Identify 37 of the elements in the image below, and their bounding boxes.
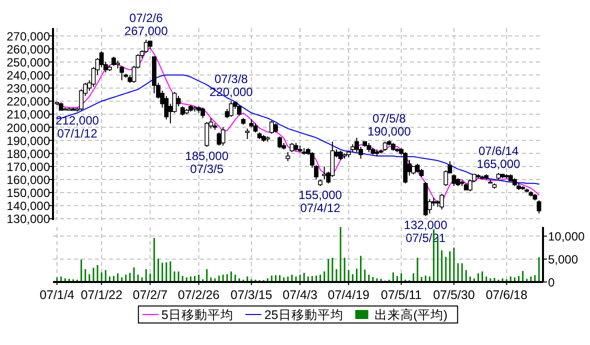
y-tick-label: 180,000 [6, 146, 50, 161]
y-tick-label: 210,000 [6, 108, 50, 122]
x-tick-label: 07/3/15 [230, 288, 272, 302]
annotation: 185,000 07/3/5 [185, 148, 229, 176]
x-tick-label: 07/2/7 [132, 288, 168, 302]
y-tick-label: 270,000 [6, 29, 50, 44]
x-tick-label: 07/4/19 [328, 288, 370, 302]
y-tick-label: 230,000 [6, 82, 50, 96]
legend-label: 5日移動平均 [161, 308, 234, 322]
annotation: 155,000 07/4/12 [298, 188, 342, 216]
y-tick-label: 140,000 [6, 199, 50, 214]
y2-tick-label: 5,000 [548, 252, 578, 267]
annotation: 212,000 07/1/12 [56, 114, 100, 141]
y-tick-label: 190,000 [6, 134, 50, 148]
legend-label: 出来高(平均) [374, 307, 448, 322]
y-tick-label: 170,000 [6, 160, 50, 174]
legend-label: 25日移動平均 [264, 308, 344, 322]
x-tick-label: 07/6/18 [486, 288, 528, 302]
y-tick-label: 160,000 [6, 173, 50, 188]
y-tick-label: 240,000 [6, 68, 50, 83]
annotation: 07/2/6 267,000 [124, 10, 168, 38]
y-tick-label: 200,000 [6, 120, 50, 135]
x-tick-label: 07/1/4 [40, 288, 74, 302]
x-tick-label: 07/1/22 [80, 288, 122, 302]
y-tick-label: 220,000 [6, 94, 50, 109]
y2-tick-label: 0 [548, 276, 555, 290]
annotation: 07/5/8 190,000 [367, 111, 412, 138]
x-tick-label: 07/2/26 [178, 288, 220, 302]
x-tick-label: 07/5/11 [380, 288, 422, 302]
x-tick-label: 07/5/30 [433, 288, 475, 302]
y-tick-label: 250,000 [6, 55, 50, 70]
x-tick-label: 07/4/3 [282, 288, 318, 302]
annotation: 07/6/14 165,000 [476, 144, 521, 171]
y2-tick-label: 10,000 [548, 230, 586, 244]
y-tick-label: 130,000 [6, 212, 50, 226]
y-tick-label: 150,000 [6, 186, 50, 200]
y-tick-label: 260,000 [6, 42, 50, 56]
